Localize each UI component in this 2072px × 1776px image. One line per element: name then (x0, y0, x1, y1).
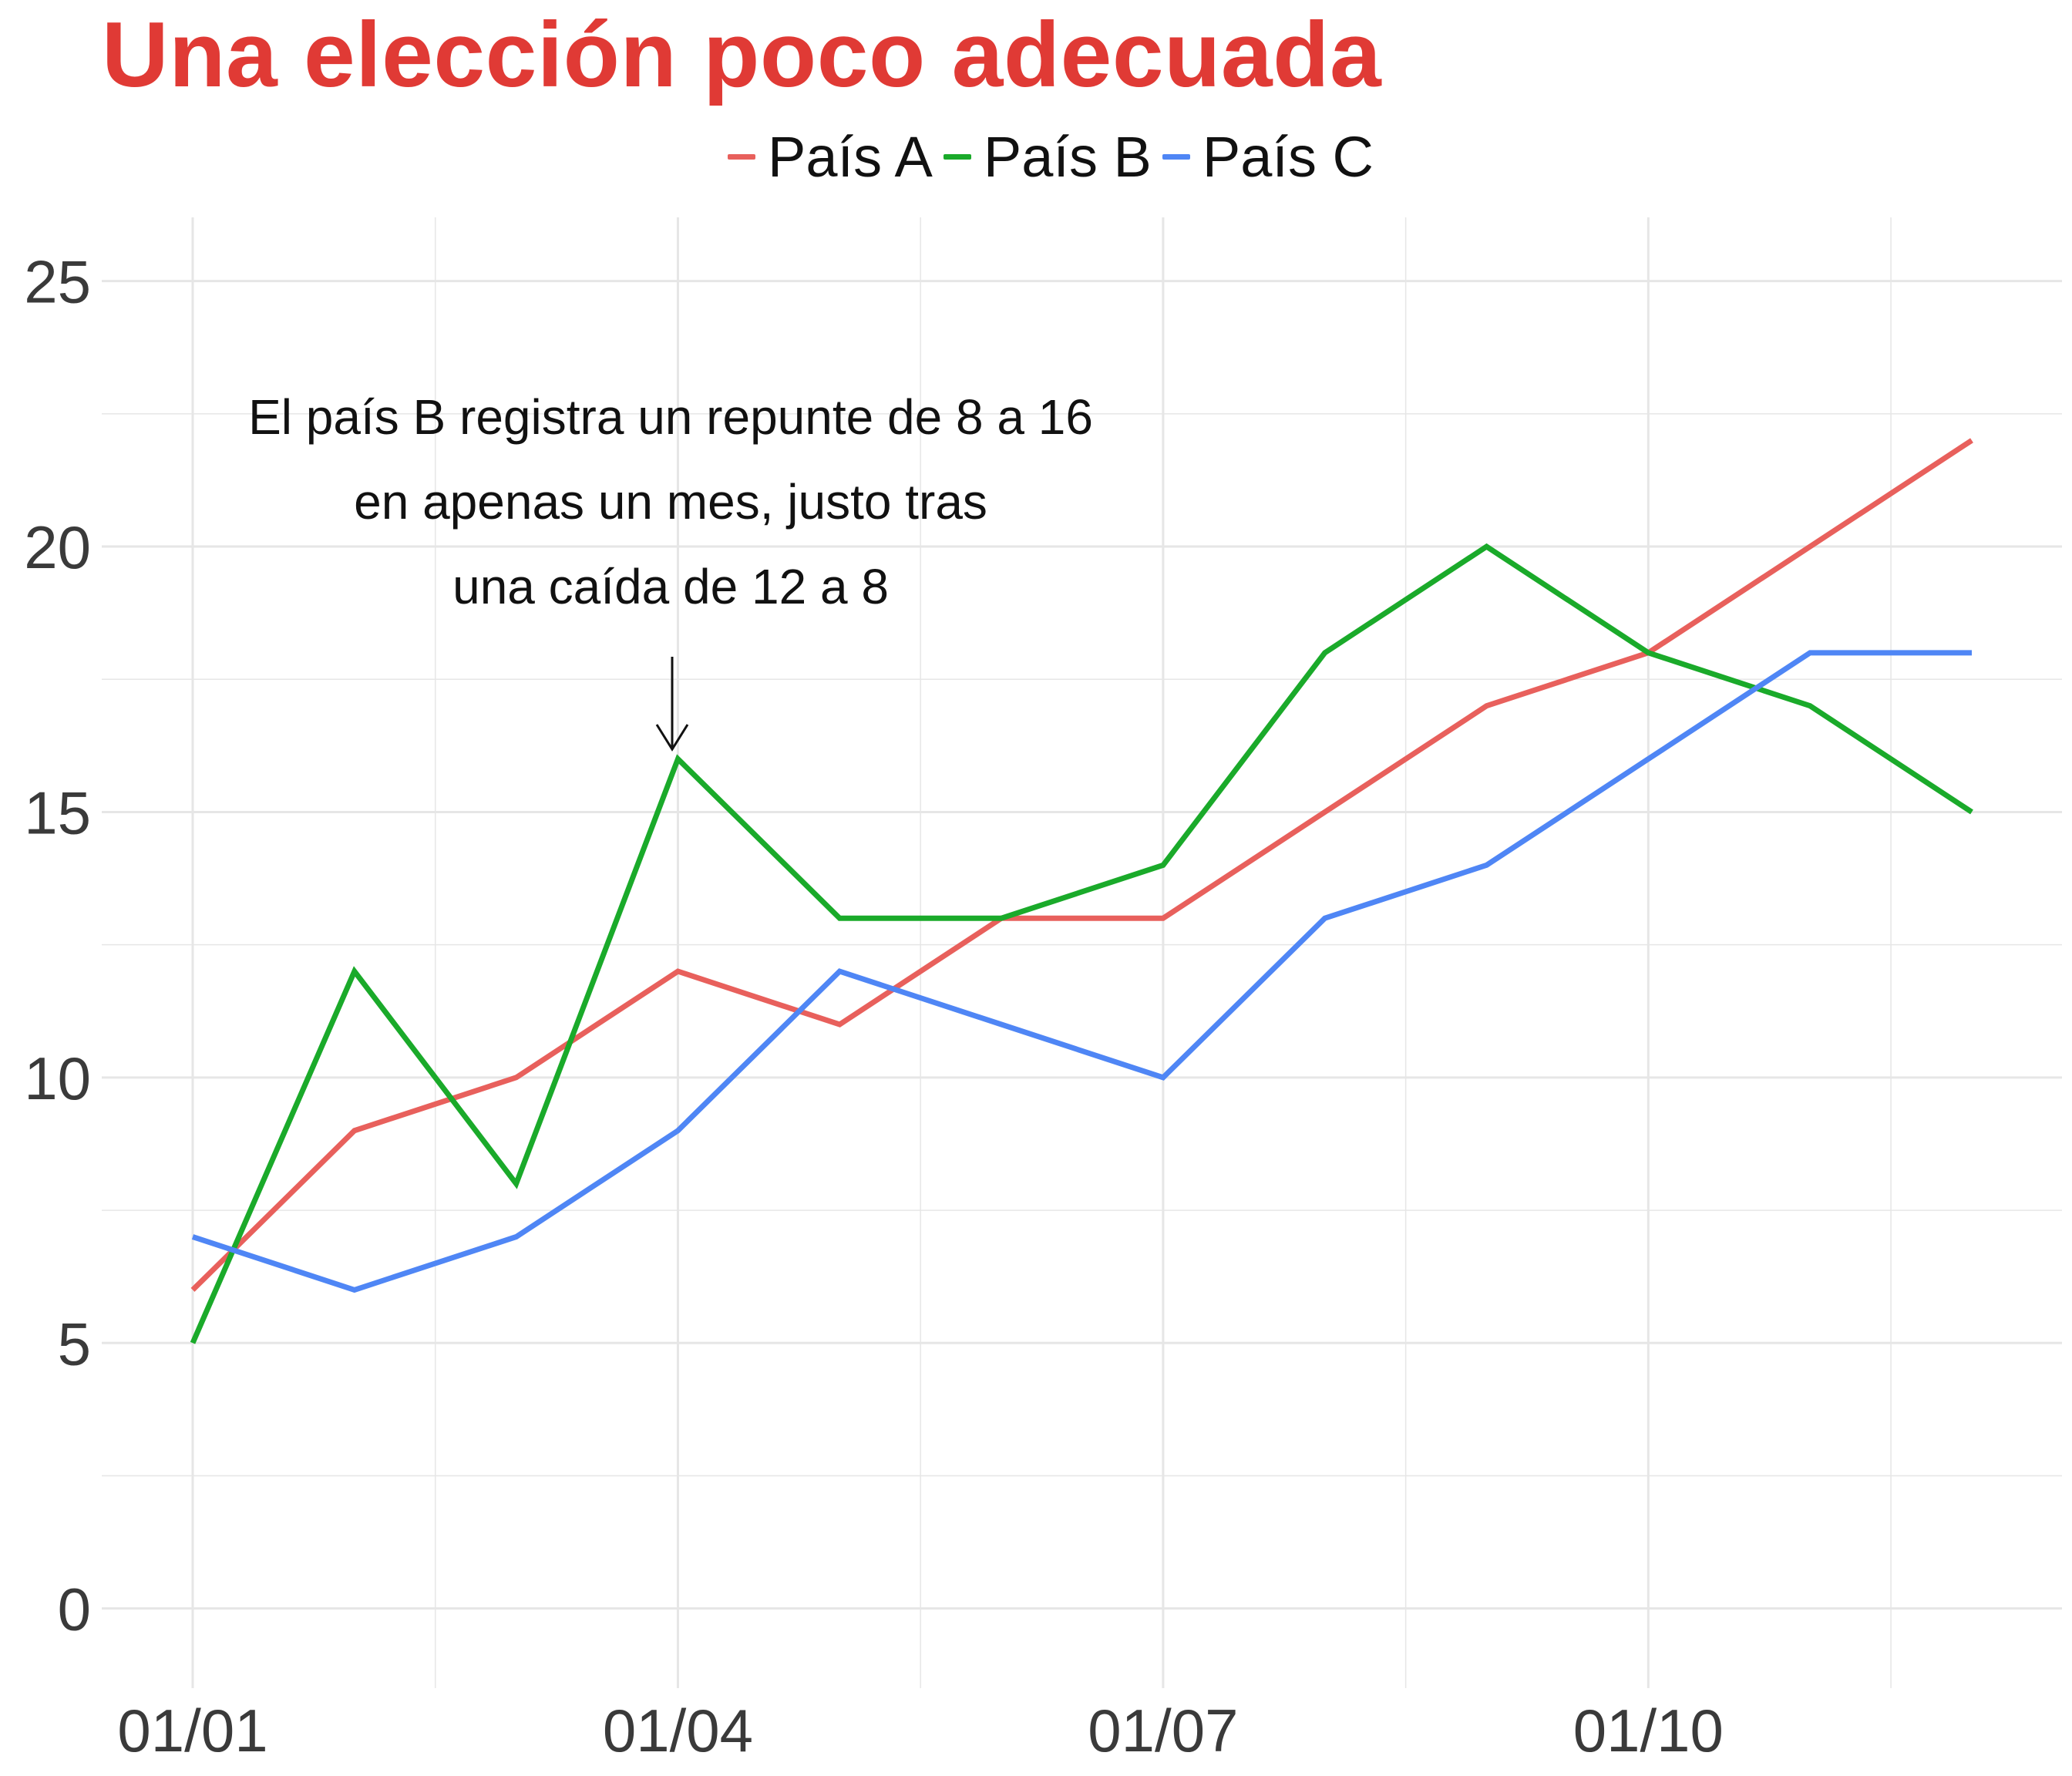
legend-swatch-pais-a (728, 153, 755, 160)
legend-swatch-pais-c (1162, 153, 1190, 160)
series-line-pais-c (191, 650, 1972, 1293)
legend-item-pais-a: País A (728, 124, 933, 190)
legend-item-pais-b: País B (943, 124, 1152, 190)
legend-label-pais-a: País A (768, 124, 933, 189)
legend-item-pais-c: País C (1162, 124, 1374, 190)
y-axis-tick-labels: 0 5 10 15 20 25 (24, 248, 91, 1643)
series-lines (190, 438, 1973, 1344)
grid-lines (102, 217, 2062, 1688)
y-tick-label: 5 (58, 1310, 91, 1377)
y-tick-label: 15 (24, 779, 91, 846)
y-tick-label: 10 (24, 1044, 91, 1112)
x-tick-label: 01/10 (1573, 1697, 1724, 1764)
legend: País A País B País C (728, 122, 1384, 191)
series-line-pais-b (190, 543, 1973, 1344)
x-tick-label: 01/07 (1088, 1697, 1238, 1764)
x-axis-tick-labels: 01/01 01/04 01/07 01/10 (117, 1697, 1724, 1764)
legend-swatch-pais-b (943, 153, 971, 160)
legend-label-pais-c: País C (1202, 124, 1374, 189)
y-tick-label: 25 (24, 248, 91, 316)
x-tick-label: 01/04 (603, 1697, 753, 1764)
chart-title: Una elección poco adecuada (102, 3, 1382, 106)
annotation-arrow-icon (655, 657, 689, 752)
series-line-pais-a (190, 438, 1973, 1292)
y-tick-label: 0 (58, 1576, 91, 1643)
annotation-line-1: El país B registra un repunte de 8 a 16 (248, 389, 1093, 445)
annotation-line-2: en apenas un mes, justo tras (354, 474, 987, 530)
x-tick-label: 01/01 (117, 1697, 267, 1764)
annotation-line-3: una caída de 12 a 8 (452, 559, 889, 614)
annotation: El país B registra un repunte de 8 a 16 … (248, 389, 1093, 752)
legend-label-pais-b: País B (983, 124, 1152, 189)
y-tick-label: 20 (24, 513, 91, 581)
